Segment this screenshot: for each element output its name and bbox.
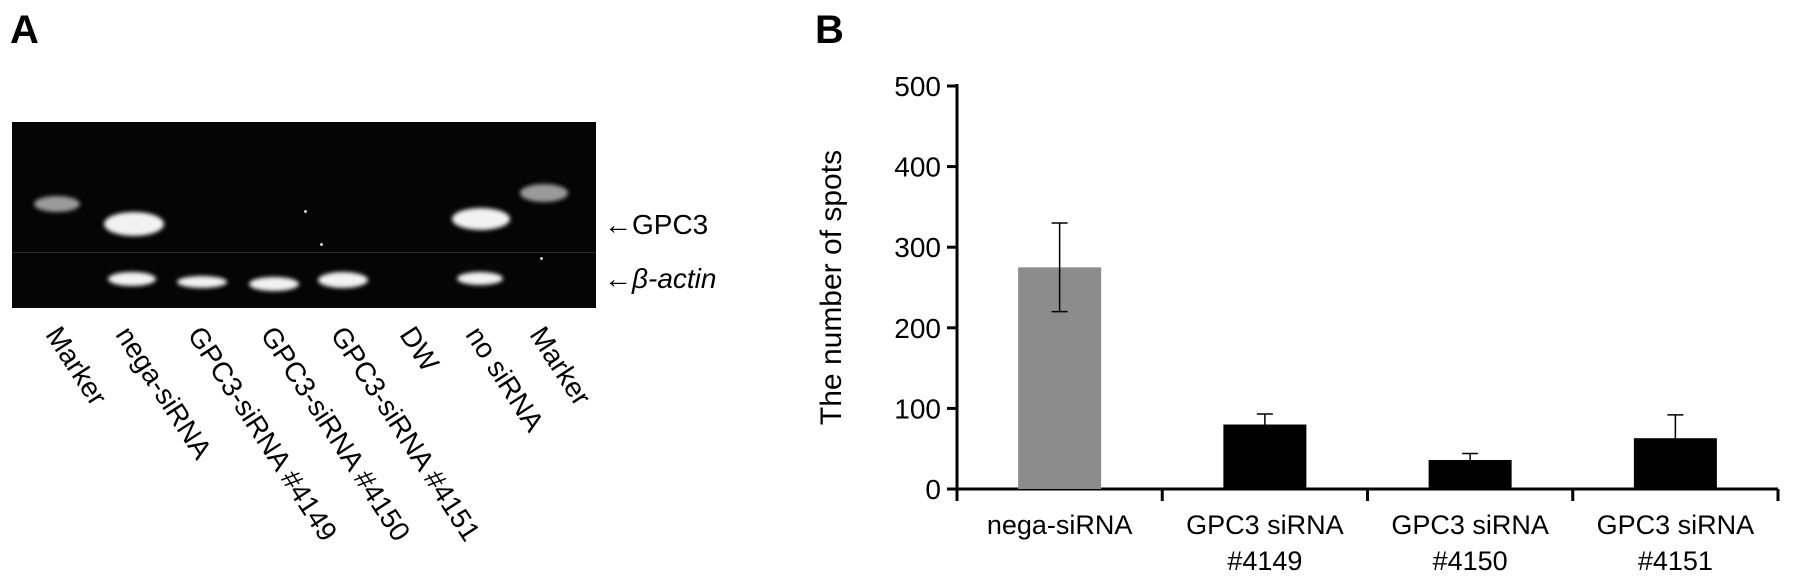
y-tick-label: 400 xyxy=(894,152,941,183)
panel-b-label: B xyxy=(815,8,844,52)
gel-divider xyxy=(12,252,596,253)
y-tick-label: 0 xyxy=(925,474,941,505)
actin-arrow: ← xyxy=(604,263,632,294)
marker-band-left xyxy=(34,196,80,212)
panel-a-label: A xyxy=(10,8,39,52)
actin-annotation: ←β-actin xyxy=(604,265,716,293)
y-axis-label: The number of spots xyxy=(815,150,848,425)
actin-band-4150 xyxy=(249,277,299,291)
gel-image xyxy=(12,122,596,308)
x-category-label: #4150 xyxy=(1433,546,1508,576)
actin-band-4149 xyxy=(177,276,227,288)
marker-band-right xyxy=(520,184,568,202)
x-category-label: #4151 xyxy=(1638,546,1713,576)
actin-label: β-actin xyxy=(632,263,717,294)
gel-speck xyxy=(304,210,307,213)
y-tick-label: 500 xyxy=(894,71,941,102)
gel-speck xyxy=(320,243,323,246)
actin-band-4151 xyxy=(318,272,368,288)
gel-speck xyxy=(540,257,543,260)
y-tick-label: 300 xyxy=(894,232,941,263)
x-category-label: nega-siRNA xyxy=(987,510,1133,540)
gpc3-annotation: ←GPC3 xyxy=(604,209,709,240)
gpc3-band-no-sirna xyxy=(452,208,510,230)
x-category-label: GPC3 siRNA xyxy=(1391,510,1549,540)
y-tick-label: 200 xyxy=(894,313,941,344)
gpc3-band-nega xyxy=(104,212,164,236)
x-category-label: #4149 xyxy=(1227,546,1302,576)
y-tick-label: 100 xyxy=(894,393,941,424)
x-category-label: GPC3 siRNA xyxy=(1186,510,1344,540)
actin-band-nega xyxy=(108,272,156,286)
x-category-label: GPC3 siRNA xyxy=(1597,510,1755,540)
actin-band-no-sirna xyxy=(457,272,503,285)
